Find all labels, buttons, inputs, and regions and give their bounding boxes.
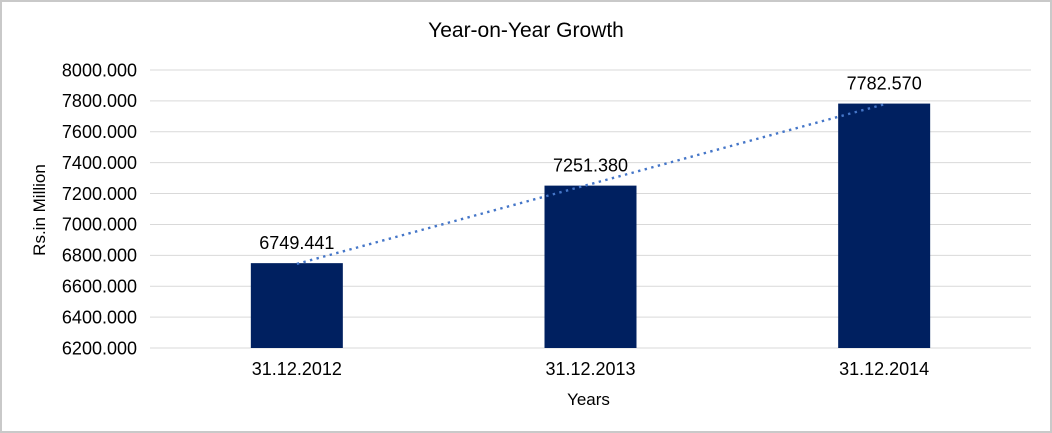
bar-value-label: 7251.380 [553,156,628,176]
bar [838,103,931,348]
y-tick-label: 8000.000 [62,60,137,80]
x-category-label: 31.12.2014 [839,359,929,379]
bar-value-label: 6749.441 [259,233,334,253]
y-tick-label: 6800.000 [62,246,137,266]
bar [250,263,343,348]
x-category-label: 31.12.2013 [545,359,635,379]
chart-title: Year-on-Year Growth [428,19,624,42]
x-category-label: 31.12.2012 [252,359,342,379]
y-tick-label: 7200.000 [62,184,137,204]
y-tick-label: 7800.000 [62,91,137,111]
y-tick-label: 7000.000 [62,215,137,235]
y-tick-label: 6600.000 [62,277,137,297]
bar [544,185,637,348]
bar-value-label: 7782.570 [847,74,922,94]
y-tick-label: 7600.000 [62,122,137,142]
y-tick-label: 7400.000 [62,153,137,173]
x-axis-title: Years [567,390,610,409]
y-tick-label: 6200.000 [62,338,137,358]
y-tick-label: 6400.000 [62,307,137,327]
